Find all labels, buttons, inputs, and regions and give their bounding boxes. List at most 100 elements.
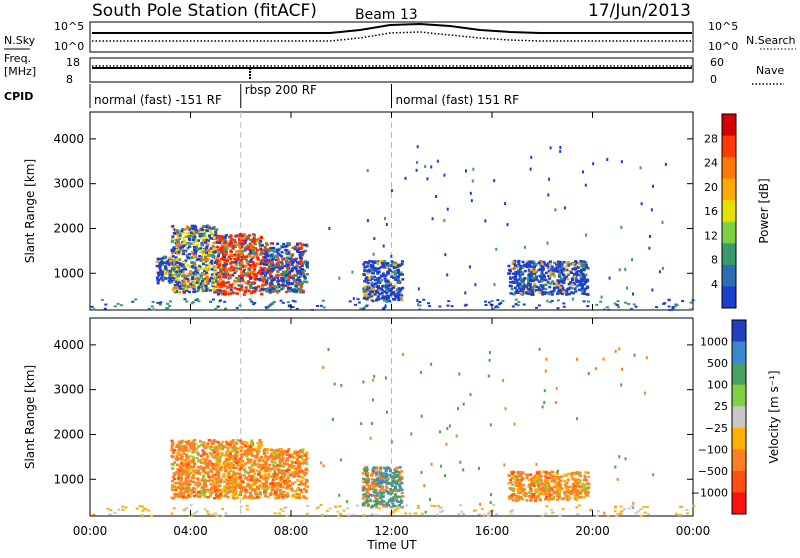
data-cell <box>218 241 222 245</box>
data-cell <box>498 303 502 306</box>
data-cell <box>443 218 446 222</box>
data-cell <box>247 496 251 499</box>
data-cell <box>209 478 213 482</box>
data-cell <box>352 513 356 516</box>
data-cell <box>175 244 179 247</box>
data-cell <box>253 281 257 285</box>
data-cell <box>286 474 290 478</box>
data-cell <box>586 285 590 289</box>
data-cell <box>271 249 275 253</box>
data-cell <box>252 461 256 464</box>
data-cell <box>381 295 385 298</box>
data-cell <box>150 305 154 308</box>
data-cell <box>224 274 228 278</box>
data-cell <box>168 256 172 260</box>
data-cell <box>390 440 393 444</box>
data-cell <box>237 279 241 283</box>
data-cell <box>252 496 256 500</box>
data-cell <box>179 487 183 491</box>
data-cell <box>270 485 274 488</box>
x-tick-label: 00:00 <box>676 524 711 538</box>
data-cell <box>566 260 570 264</box>
data-cell <box>280 251 284 254</box>
data-cell <box>167 260 171 263</box>
data-cell <box>159 257 163 261</box>
data-cell <box>217 248 221 252</box>
data-cell <box>215 449 219 453</box>
data-cell <box>571 297 574 301</box>
data-cell <box>218 251 222 255</box>
data-cell <box>212 482 216 485</box>
data-cell <box>200 490 204 494</box>
data-cell <box>266 495 270 499</box>
data-cell <box>278 462 282 466</box>
data-cell <box>529 261 533 265</box>
data-cell <box>224 469 228 472</box>
colorbar-swatch <box>722 221 736 244</box>
data-cell <box>199 282 203 285</box>
data-cell <box>204 268 208 271</box>
data-cell <box>206 442 210 445</box>
data-cell <box>301 476 305 480</box>
data-cell <box>240 286 244 289</box>
data-cell <box>155 264 159 268</box>
data-cell <box>273 512 277 515</box>
data-cell <box>141 509 145 512</box>
data-cell <box>552 286 556 290</box>
data-cell <box>299 281 303 285</box>
data-cell <box>296 271 300 275</box>
data-cell <box>547 193 550 197</box>
data-cell <box>305 462 309 465</box>
data-cell <box>194 273 198 276</box>
data-cell <box>394 272 398 275</box>
data-cell <box>618 347 621 351</box>
data-cell <box>523 245 526 249</box>
data-cell <box>194 442 198 446</box>
data-cell <box>663 302 667 305</box>
data-cell <box>495 305 499 308</box>
data-cell <box>242 440 246 444</box>
data-cell <box>384 505 388 508</box>
data-cell <box>632 501 635 505</box>
data-cell <box>275 475 279 478</box>
data-cell <box>214 280 218 284</box>
data-cell <box>239 237 243 240</box>
data-cell <box>188 488 192 491</box>
freq-label-line1: Freq. <box>4 52 31 65</box>
data-cell <box>602 308 606 311</box>
data-cell <box>384 376 387 380</box>
data-cell <box>375 477 379 481</box>
data-cell <box>172 246 176 249</box>
data-cell <box>373 237 376 241</box>
data-cell <box>290 482 294 485</box>
data-cell <box>192 265 196 268</box>
data-cell <box>165 269 169 273</box>
data-cell <box>196 472 200 475</box>
data-cell <box>159 269 163 272</box>
data-cell <box>109 509 113 512</box>
cpid-segment-label: normal (fast) -151 RF <box>94 93 222 107</box>
data-cell <box>190 265 194 268</box>
data-cell <box>240 456 244 459</box>
cpid-segment-label: normal (fast) 151 RF <box>396 93 520 107</box>
data-cell <box>210 441 214 444</box>
data-cell <box>218 260 222 264</box>
data-cell <box>361 486 365 490</box>
data-cell <box>186 280 190 283</box>
data-cell <box>243 487 247 490</box>
data-cell <box>282 469 286 472</box>
data-cell <box>263 248 267 251</box>
data-cell <box>374 500 378 503</box>
data-cell <box>292 452 296 455</box>
data-cell <box>271 253 275 256</box>
data-cell <box>184 480 188 483</box>
data-cell <box>536 481 540 485</box>
data-cell <box>365 298 369 301</box>
data-cell <box>583 278 587 281</box>
data-cell <box>390 254 393 258</box>
data-cell <box>393 497 397 500</box>
data-cell <box>322 365 325 369</box>
data-cell <box>582 291 586 295</box>
data-cell <box>384 279 388 283</box>
data-cell <box>237 287 241 291</box>
